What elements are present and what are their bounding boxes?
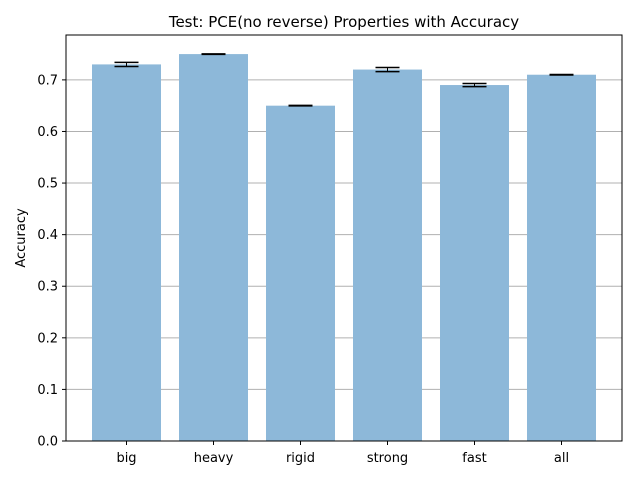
y-axis-label: Accuracy — [14, 208, 29, 268]
y-tick-label: 0.6 — [37, 125, 58, 140]
error-bar-rigid — [288, 104, 313, 107]
bar-heavy — [179, 54, 248, 441]
x-tick-label-big: big — [116, 451, 136, 466]
y-tick-label: 0.3 — [37, 280, 58, 295]
y-tick-label: 0.0 — [37, 435, 58, 450]
y-tick-label: 0.5 — [37, 177, 58, 192]
x-tick-label-all: all — [554, 451, 569, 466]
y-tick-label: 0.7 — [37, 73, 58, 88]
plot-frame — [65, 34, 623, 442]
bar-strong — [353, 69, 422, 441]
bar-all — [527, 74, 596, 442]
error-bars-group — [114, 53, 574, 107]
error-bar-big — [114, 61, 139, 68]
x-tick-label-strong: strong — [367, 451, 408, 466]
x-tick-label-fast: fast — [462, 451, 486, 466]
y-tick-label: 0.1 — [37, 383, 58, 398]
x-tick-label-heavy: heavy — [194, 451, 234, 466]
chart-title: Test: PCE(no reverse) Properties with Ac… — [168, 13, 519, 31]
error-bar-all — [549, 73, 574, 76]
error-bar-heavy — [201, 53, 226, 56]
y-axis-ticks: 0.0 0.1 0.2 0.3 0.4 0.5 0.6 0.7 — [37, 73, 66, 450]
x-tick-label-rigid: rigid — [286, 451, 315, 466]
x-axis-ticks: big heavy rigid strong fast all — [116, 441, 569, 466]
bars-group — [92, 54, 596, 442]
y-tick-label: 0.4 — [37, 228, 58, 243]
error-bar-strong — [375, 66, 400, 73]
bar-rigid — [266, 105, 335, 441]
error-bar-fast — [462, 82, 487, 88]
y-tick-label: 0.2 — [37, 331, 58, 346]
bar-big — [92, 64, 161, 441]
bar-fast — [440, 85, 509, 442]
